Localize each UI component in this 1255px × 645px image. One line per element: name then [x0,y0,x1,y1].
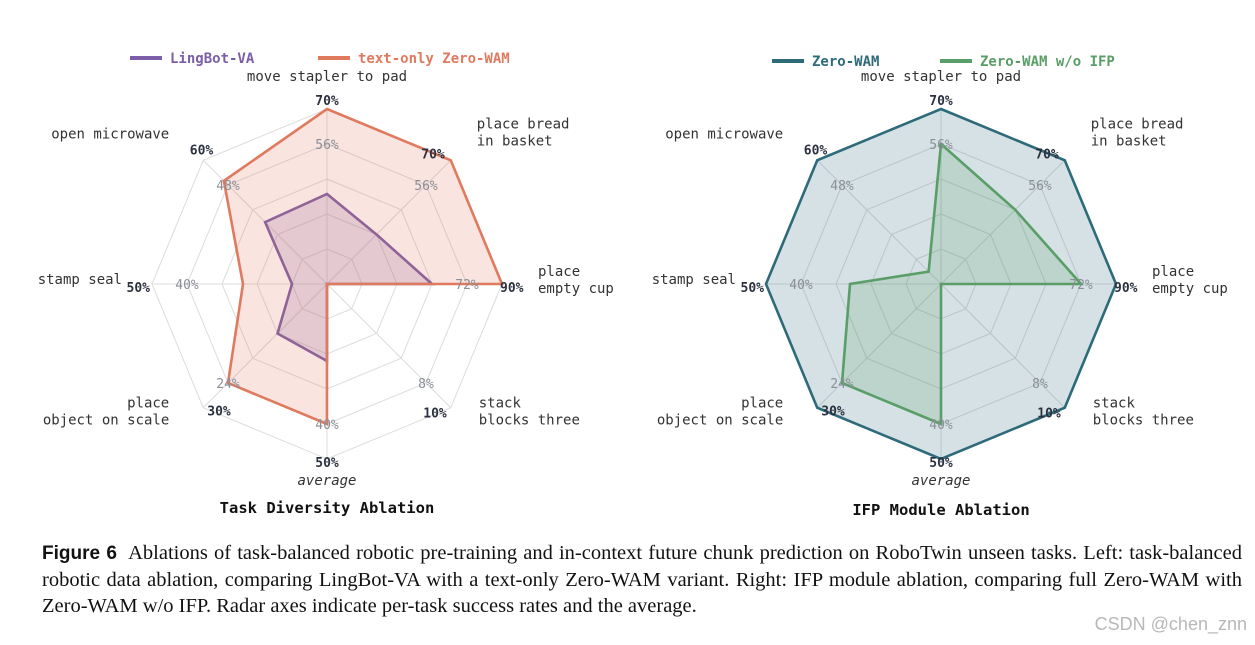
axis-label-line: stack [1093,396,1136,412]
axis-label: average [297,473,356,489]
inner-tick-label: 40% [789,278,813,293]
axis-label: place bread in basket [1091,116,1184,149]
grid-spoke [326,159,452,285]
inner-tick-label: 56% [414,179,438,194]
grid-spoke [202,283,328,409]
axis-label-line: blocks three [479,413,580,429]
axis-label-line: stack [479,396,522,412]
axis-label: move stapler to pad [247,69,407,85]
axis-max-label: 60% [804,143,828,158]
axis-label-line: place [538,264,580,280]
axis-label: average [911,473,970,489]
legend-entry: LingBot-VA [170,51,255,67]
grid-spoke [940,159,1066,285]
series-polygon [840,141,1084,426]
axis-label-line: move stapler to pad [247,69,407,85]
axis-label-line: place [127,396,169,412]
axis-max-label: 70% [929,94,953,109]
axis-label: stamp seal [38,272,122,288]
axis-label-line: open microwave [51,126,169,142]
axis-max-label: 70% [421,147,445,162]
radar-chart-2: 56% 56% 72% 8% 40% 24% 40% 48% 70% move stapler t… [652,54,1228,519]
inner-tick-label: 24% [830,377,854,392]
chart-title: IFP Module Ablation [852,501,1029,519]
axis-label-line: stamp seal [38,272,122,288]
axis-label-line: place bread [1091,116,1184,132]
watermark: CSDN @chen_znn [1092,614,1249,635]
inner-tick-label: 56% [929,138,953,153]
grid-spoke [816,159,942,285]
grid-spoke [326,283,452,409]
inner-tick-label: 56% [315,138,339,153]
axis-max-label: 10% [423,407,447,422]
axis-label: place object on scale [657,396,783,429]
radar-chart-1: 56% 56% 72% 8% 40% 24% 40% 48% 70% move stapler t… [38,51,614,517]
axis-max-label: 60% [190,143,214,158]
axis-label-line: empty cup [538,281,614,297]
axis-label-line: open microwave [665,126,783,142]
axis-label-line: in basket [477,133,553,149]
inner-tick-label: 40% [175,278,199,293]
axis-label-line: object on scale [657,413,783,429]
axis-max-label: 30% [821,405,845,420]
inner-tick-label: 24% [216,377,240,392]
axis-label-line: average [297,473,356,489]
inner-tick-label: 8% [1032,377,1048,392]
inner-tick-label: 40% [929,418,953,433]
axis-label: place empty cup [538,264,614,297]
axis-label-line: empty cup [1152,281,1228,297]
axis-label: place bread in basket [477,116,570,149]
figure-caption: Figure 6 Ablations of task-balanced robo… [42,540,1242,619]
figure-label: Figure 6 [42,543,117,564]
axis-label: place empty cup [1152,264,1228,297]
inner-tick-label: 48% [830,179,854,194]
axis-label-line: blocks three [1093,413,1194,429]
axis-label: open microwave [51,126,169,142]
axis-max-label: 70% [1035,147,1059,162]
inner-tick-label: 72% [455,278,479,293]
axis-max-label: 50% [315,456,339,471]
legend-entry: text-only Zero-WAM [358,51,510,67]
axis-max-label: 30% [207,405,231,420]
inner-tick-label: 56% [1028,179,1052,194]
axis-label: stack blocks three [1093,396,1194,429]
inner-tick-label: 72% [1069,278,1093,293]
caption-text: Ablations of task-balanced robotic pre-t… [42,542,1242,617]
axis-max-label: 50% [741,281,765,296]
grid-spoke [940,283,1066,409]
axis-max-label: 10% [1037,407,1061,422]
axis-label-line: place bread [477,116,570,132]
chart-title: Task Diversity Ablation [220,499,435,517]
axis-label-line: stamp seal [652,272,736,288]
axis-max-label: 90% [1114,281,1138,296]
legend-entry: Zero-WAM w/o IFP [980,54,1115,70]
grid-spoke [816,283,942,409]
axis-label-line: place [1152,264,1194,280]
axis-label-line: average [911,473,970,489]
axis-label-line: object on scale [43,413,169,429]
axis-label: move stapler to pad [861,69,1021,85]
axis-label: stamp seal [652,272,736,288]
legend-entry: Zero-WAM [812,54,879,70]
axis-label: place object on scale [43,396,169,429]
axis-label-line: place [741,396,783,412]
axis-label: open microwave [665,126,783,142]
inner-tick-label: 8% [418,377,434,392]
axis-max-label: 70% [315,94,339,109]
inner-tick-label: 48% [216,179,240,194]
axis-label-line: in basket [1091,133,1167,149]
axis-max-label: 50% [929,456,953,471]
axis-max-label: 50% [127,281,151,296]
series-polygon [222,107,504,426]
axis-max-label: 90% [500,281,524,296]
inner-tick-label: 40% [315,418,339,433]
axis-label-line: move stapler to pad [861,69,1021,85]
axis-label: stack blocks three [479,396,580,429]
